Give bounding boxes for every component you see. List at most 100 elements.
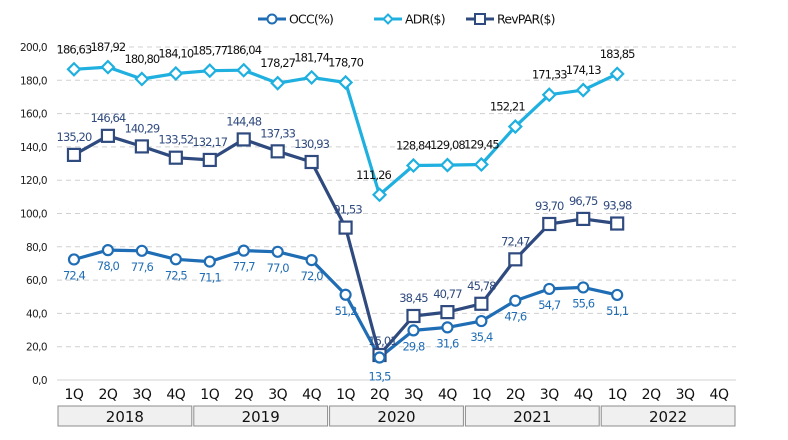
data-label-adr: 180,80 [124,52,159,66]
marker-occ [373,351,386,364]
data-label-occ: 77,7 [233,260,256,274]
data-label-rev: 72,47 [501,234,530,248]
marker-rev [270,144,285,159]
marker-rev [542,216,557,232]
x-tick-label: 4Q [710,387,729,403]
x-tick-label: 1Q [472,387,491,403]
legend-circle-icon [266,13,278,25]
marker-occ [67,253,81,266]
x-tick-label: 4Q [438,387,457,403]
marker-adr [575,82,591,98]
marker-occ [475,314,488,328]
x-tick-label: 1Q [608,387,627,403]
marker-rev [100,128,116,143]
year-group-box [464,405,600,427]
marker-adr [405,157,422,174]
data-label-adr: 128,84 [396,138,431,152]
legend-item-adr: ADR($) [374,12,446,27]
marker-adr [236,62,252,78]
year-label: 2020 [377,408,415,426]
marker-rev [236,132,251,147]
data-label-rev: 133,52 [158,133,193,147]
year-label: 2022 [649,408,687,426]
x-tick-label: 2Q [370,387,389,403]
year-group-box [193,405,329,427]
data-label-adr: 183,85 [600,47,635,61]
data-label-rev: 15,01 [368,334,397,348]
x-tick-label: 4Q [166,387,185,403]
data-label-occ: 78,0 [97,259,120,273]
data-label-occ: 72,0 [301,269,324,283]
x-tick-label: 4Q [302,387,321,403]
data-label-occ: 54,7 [538,298,561,312]
x-tick-label: 3Q [404,387,423,403]
legend-square-icon [474,13,486,25]
data-label-rev: 144,48 [226,114,261,128]
data-label-rev: 135,20 [57,130,92,144]
marker-occ [407,324,420,337]
data-label-adr: 171,33 [532,68,567,82]
y-tick-label: 0,0 [32,375,47,387]
data-label-rev: 93,70 [535,199,564,213]
marker-rev [508,252,523,267]
data-label-rev: 40,77 [433,287,462,301]
marker-adr [304,69,320,85]
marker-occ [543,282,556,296]
data-label-occ: 77,0 [267,261,290,275]
year-label: 2021 [513,408,551,426]
data-label-adr: 185,77 [192,44,227,58]
data-label-rev: 93,98 [603,199,632,213]
data-label-adr: 174,13 [566,63,601,77]
marker-occ [169,253,182,266]
marker-adr [541,87,557,103]
data-label-adr: 181,74 [294,50,329,64]
data-label-adr: 129,08 [430,138,465,152]
data-label-occ: 55,6 [572,296,595,310]
x-tick-label: 3Q [132,387,151,403]
x-tick-label: 3Q [540,387,559,403]
marker-rev [474,296,489,311]
legend-item-occ: OCC(%) [258,12,334,27]
marker-rev [202,152,217,168]
year-group-box [57,405,193,427]
data-label-rev: 96,75 [569,194,598,208]
marker-occ [271,245,284,258]
legend-item-rev: RevPAR($) [466,12,556,27]
data-label-adr: 152,21 [490,100,525,114]
marker-occ [577,281,590,294]
gridlines [57,46,736,381]
data-label-occ: 71,1 [199,271,222,285]
marker-rev [134,139,149,154]
marker-adr [371,187,388,203]
marker-adr [439,157,455,173]
marker-rev [168,150,183,165]
marker-adr [100,59,116,75]
data-label-adr: 186,63 [57,42,92,56]
y-tick-label: 180,0 [20,75,47,87]
y-tick-label: 120,0 [20,175,47,187]
marker-adr [473,156,489,173]
data-label-rev: 140,29 [124,121,159,135]
y-axis: 0,0 20,0 40,0 60,0 80,0 100,0 120,0 140,0 160,0 1… [20,42,48,387]
data-label-rev: 45,78 [467,279,496,293]
legend-label: ADR($) [405,12,445,27]
marker-occ [135,244,148,257]
legend-diamond-icon [382,13,394,25]
marker-occ [509,294,522,307]
series-markers [66,59,625,364]
x-tick-label: 4Q [574,387,593,403]
marker-adr [507,119,523,135]
x-tick-label: 2Q [234,387,253,403]
marker-occ [441,321,454,334]
series-line-rev [73,134,618,357]
year-group-box [600,405,736,427]
y-tick-label: 200,0 [20,42,47,54]
marker-occ [339,288,352,301]
marker-rev [610,216,625,231]
legend-label: RevPAR($) [497,12,555,27]
legend: OCC(%) ADR($) RevPAR($) [258,12,556,27]
y-tick-label: 100,0 [20,209,47,221]
data-label-rev: 146,64 [91,111,126,125]
